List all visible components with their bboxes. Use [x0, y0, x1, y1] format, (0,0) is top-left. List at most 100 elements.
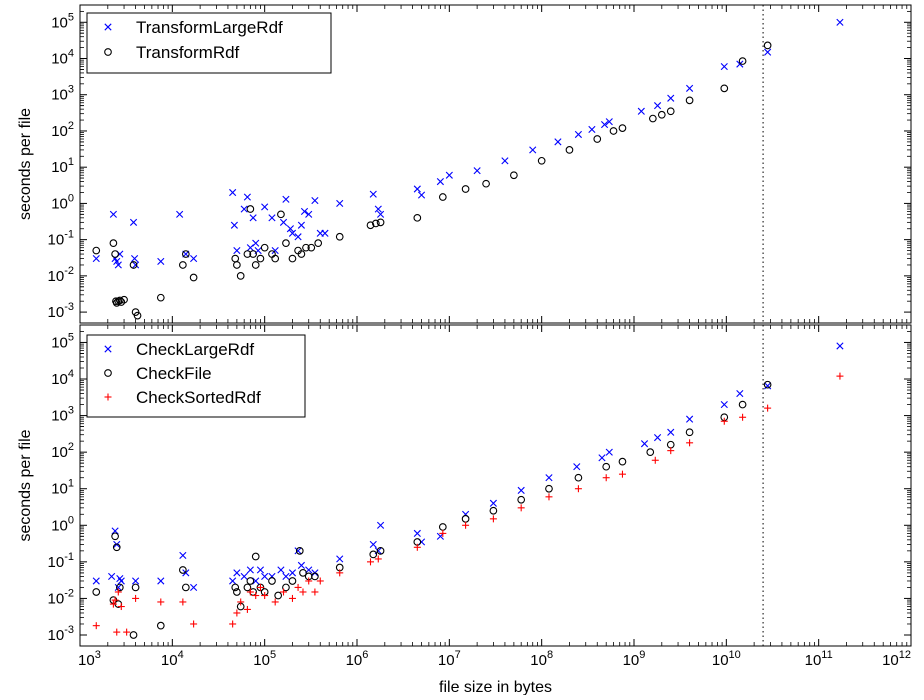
y-tick-label: 10-3: [48, 624, 74, 644]
data-point: [413, 529, 421, 537]
data-point: [489, 499, 497, 507]
marker-stroke: [229, 577, 237, 585]
y-tick-label: 100: [51, 192, 74, 212]
data-point: [261, 572, 269, 580]
y-tick-label: 104: [51, 368, 74, 388]
data-point: [720, 84, 729, 93]
data-point: [764, 382, 772, 390]
data-point: [129, 218, 138, 226]
marker-stroke: [686, 84, 694, 92]
data-point: [376, 210, 385, 218]
data-point: [720, 62, 728, 71]
y-axis-label: seconds per file: [17, 429, 34, 541]
data-point: [277, 210, 285, 219]
data-point: [305, 577, 313, 585]
data-point: [108, 572, 116, 580]
data-point: [176, 210, 184, 218]
data-point: [667, 94, 675, 102]
legend-box: [86, 334, 306, 418]
data-point: [129, 631, 138, 639]
legend-marker: [104, 23, 112, 31]
marker-stroke: [243, 193, 251, 201]
data-point: [311, 196, 319, 205]
marker-stroke: [92, 254, 100, 263]
y-tick-label: 10-2: [48, 265, 74, 285]
data-point: [836, 342, 844, 350]
data-point: [268, 214, 276, 222]
data-point: [299, 569, 307, 577]
marker-stroke: [336, 199, 344, 208]
marker-stroke: [108, 572, 116, 580]
data-point: [763, 380, 772, 389]
data-point: [120, 295, 128, 304]
data-point: [565, 146, 574, 154]
data-point: [602, 474, 610, 482]
data-point: [286, 225, 294, 233]
data-point: [243, 193, 251, 201]
data-point: [439, 529, 447, 537]
marker-stroke: [686, 415, 694, 423]
data-point: [321, 229, 329, 237]
marker-stroke: [376, 210, 385, 218]
y-tick-label: 10-1: [48, 229, 74, 249]
data-point: [736, 60, 744, 68]
marker-stroke: [116, 574, 124, 583]
data-point: [686, 439, 694, 447]
data-point: [307, 243, 316, 252]
data-point: [413, 213, 422, 222]
data-point: [129, 261, 138, 269]
y-tick-label: 100: [51, 514, 74, 534]
data-point: [113, 628, 121, 636]
data-point: [667, 428, 675, 436]
y-tick-label: 10-2: [48, 587, 74, 607]
marker-stroke: [104, 345, 112, 353]
data-point: [600, 120, 609, 129]
x-tick-label: 1010: [712, 649, 741, 669]
data-point: [836, 372, 844, 380]
data-point: [251, 552, 260, 561]
data-point: [271, 254, 280, 263]
axes-frame: [79, 324, 912, 647]
data-point: [374, 205, 382, 213]
data-point: [260, 243, 269, 252]
data-point: [685, 96, 694, 105]
marker-stroke: [246, 566, 254, 574]
data-point: [117, 603, 125, 611]
marker-stroke: [179, 551, 187, 560]
data-point: [243, 250, 252, 258]
panel-2: 103 104 105 106 107 108 109 1010 1011 1012 10-3 10-…: [17, 324, 912, 696]
data-point: [593, 135, 602, 143]
series-TransformRdf: [92, 41, 772, 320]
data-point: [302, 243, 310, 252]
x-tick-label: 1011: [805, 649, 833, 669]
marker-stroke: [720, 400, 728, 409]
data-point: [609, 127, 618, 135]
data-point: [598, 454, 606, 462]
marker-stroke: [667, 428, 675, 436]
data-point: [246, 566, 254, 574]
marker-stroke: [369, 540, 377, 548]
data-point: [685, 428, 694, 437]
y-tick-label: 10-3: [48, 301, 74, 321]
data-point: [299, 588, 307, 596]
data-point: [111, 250, 119, 258]
x-tick-label: 104: [161, 649, 184, 669]
data-point: [240, 205, 248, 213]
marker-stroke: [554, 138, 562, 146]
data-point: [249, 214, 257, 222]
marker-stroke: [256, 566, 265, 574]
legend-label: CheckFile: [136, 364, 212, 383]
data-point: [114, 261, 122, 269]
marker-stroke: [653, 434, 662, 442]
data-point: [282, 195, 290, 203]
legend: TransformLargeRdf TransformRdf: [86, 12, 332, 74]
data-point: [274, 591, 283, 600]
data-point: [294, 233, 302, 241]
data-point: [376, 521, 385, 529]
data-point: [763, 41, 772, 50]
data-point: [109, 210, 117, 218]
marker-stroke: [374, 205, 382, 213]
marker-stroke: [501, 157, 509, 165]
x-tick-label: 1012: [882, 649, 911, 669]
data-point: [246, 577, 255, 585]
